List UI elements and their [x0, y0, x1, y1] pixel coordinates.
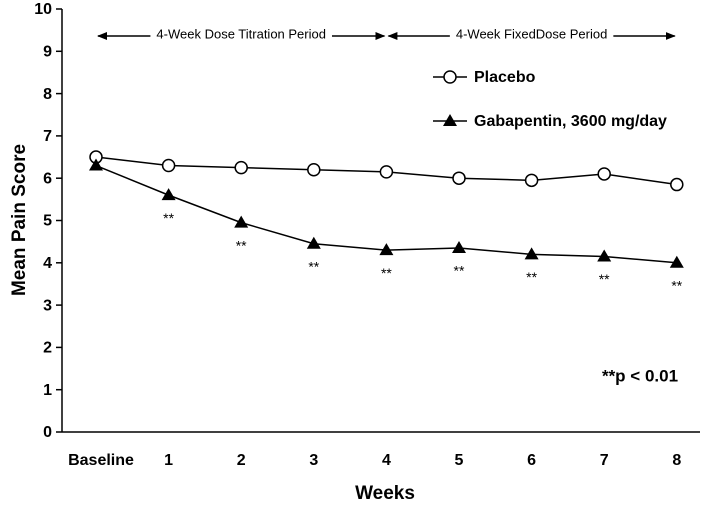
data-point	[452, 171, 466, 185]
significance-label: **	[163, 210, 174, 226]
significance-label: **	[671, 278, 682, 294]
y-tick-label: 10	[34, 1, 52, 18]
data-point	[234, 160, 248, 175]
significance-label: **	[308, 258, 319, 274]
x-tick-label: 8	[672, 452, 681, 469]
data-point	[670, 177, 684, 192]
significance-label: **	[236, 237, 247, 253]
x-tick-label: 1	[164, 452, 173, 469]
note: **p < 0.01	[602, 366, 678, 385]
y-tick-label: 4	[43, 255, 52, 272]
data-point	[89, 158, 103, 171]
data-point	[524, 247, 539, 260]
x-tick-label: 4	[382, 452, 391, 469]
x-tick-label: 6	[527, 452, 536, 469]
data-point	[597, 167, 611, 181]
x-tick-label: 3	[309, 452, 318, 469]
data-point	[669, 255, 684, 268]
x-tick-label: 7	[600, 452, 609, 469]
legend-marker	[443, 114, 457, 126]
significance-label: **	[526, 269, 537, 285]
data-point	[524, 173, 539, 188]
data-point	[379, 243, 394, 256]
significance-label: **	[599, 271, 610, 287]
y-tick-label: 2	[43, 340, 52, 357]
significance-label: **	[381, 265, 392, 281]
x-tick-label: 2	[237, 452, 246, 469]
y-tick-label: 9	[43, 44, 52, 61]
data-point	[306, 236, 321, 249]
data-point	[307, 162, 321, 177]
data-point	[234, 215, 249, 228]
data-point	[597, 249, 612, 262]
y-tick-label: 6	[43, 170, 52, 187]
legend-label: Gabapentin, 3600 mg/day	[474, 113, 667, 130]
y-tick-label: 8	[43, 86, 52, 103]
x-axis-title: Weeks	[355, 483, 415, 504]
y-tick-label: 7	[43, 128, 52, 145]
period-label: 4-Week FixedDose Period	[456, 26, 608, 41]
y-tick-label: 0	[43, 424, 52, 441]
y-tick-label: 5	[43, 213, 52, 230]
legend-label: Placebo	[474, 69, 536, 86]
significance-label: **	[454, 263, 465, 279]
y-tick-label: 3	[43, 297, 52, 314]
legend-marker	[443, 70, 457, 84]
data-point	[161, 188, 176, 201]
data-point	[452, 240, 466, 253]
period-label: 4-Week Dose Titration Period	[156, 26, 326, 41]
data-point	[379, 165, 394, 179]
y-tick-label: 1	[43, 382, 52, 399]
data-point	[161, 158, 176, 173]
x-tick-label: Baseline	[68, 452, 134, 469]
x-tick-label: 5	[455, 452, 464, 469]
y-axis-title: Mean Pain Score	[9, 144, 30, 296]
